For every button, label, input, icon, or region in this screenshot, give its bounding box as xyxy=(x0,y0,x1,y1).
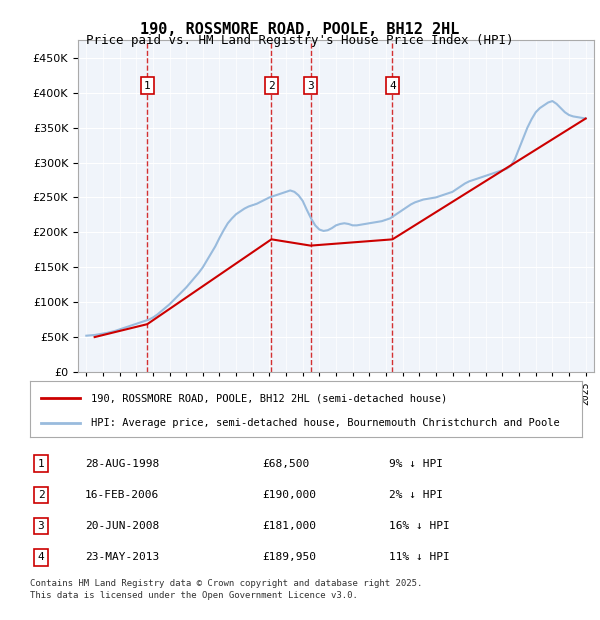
Text: This data is licensed under the Open Government Licence v3.0.: This data is licensed under the Open Gov… xyxy=(30,591,358,600)
Text: 1: 1 xyxy=(144,81,151,91)
Text: 4: 4 xyxy=(389,81,396,91)
Text: 20-JUN-2008: 20-JUN-2008 xyxy=(85,521,160,531)
Text: 28-AUG-1998: 28-AUG-1998 xyxy=(85,459,160,469)
Text: 1: 1 xyxy=(38,459,44,469)
Text: 3: 3 xyxy=(38,521,44,531)
Text: £190,000: £190,000 xyxy=(262,490,316,500)
Text: 3: 3 xyxy=(307,81,314,91)
Text: Contains HM Land Registry data © Crown copyright and database right 2025.: Contains HM Land Registry data © Crown c… xyxy=(30,579,422,588)
Text: HPI: Average price, semi-detached house, Bournemouth Christchurch and Poole: HPI: Average price, semi-detached house,… xyxy=(91,418,559,428)
Text: 2% ↓ HPI: 2% ↓ HPI xyxy=(389,490,443,500)
Text: £189,950: £189,950 xyxy=(262,552,316,562)
Text: 23-MAY-2013: 23-MAY-2013 xyxy=(85,552,160,562)
Text: 2: 2 xyxy=(268,81,275,91)
Text: 190, ROSSMORE ROAD, POOLE, BH12 2HL (semi-detached house): 190, ROSSMORE ROAD, POOLE, BH12 2HL (sem… xyxy=(91,393,447,403)
Text: 190, ROSSMORE ROAD, POOLE, BH12 2HL: 190, ROSSMORE ROAD, POOLE, BH12 2HL xyxy=(140,22,460,37)
Text: Price paid vs. HM Land Registry's House Price Index (HPI): Price paid vs. HM Land Registry's House … xyxy=(86,34,514,47)
Text: 16-FEB-2006: 16-FEB-2006 xyxy=(85,490,160,500)
Text: £68,500: £68,500 xyxy=(262,459,309,469)
Text: 2: 2 xyxy=(38,490,44,500)
Text: 16% ↓ HPI: 16% ↓ HPI xyxy=(389,521,449,531)
Text: 11% ↓ HPI: 11% ↓ HPI xyxy=(389,552,449,562)
Text: 4: 4 xyxy=(38,552,44,562)
Text: 9% ↓ HPI: 9% ↓ HPI xyxy=(389,459,443,469)
Text: £181,000: £181,000 xyxy=(262,521,316,531)
